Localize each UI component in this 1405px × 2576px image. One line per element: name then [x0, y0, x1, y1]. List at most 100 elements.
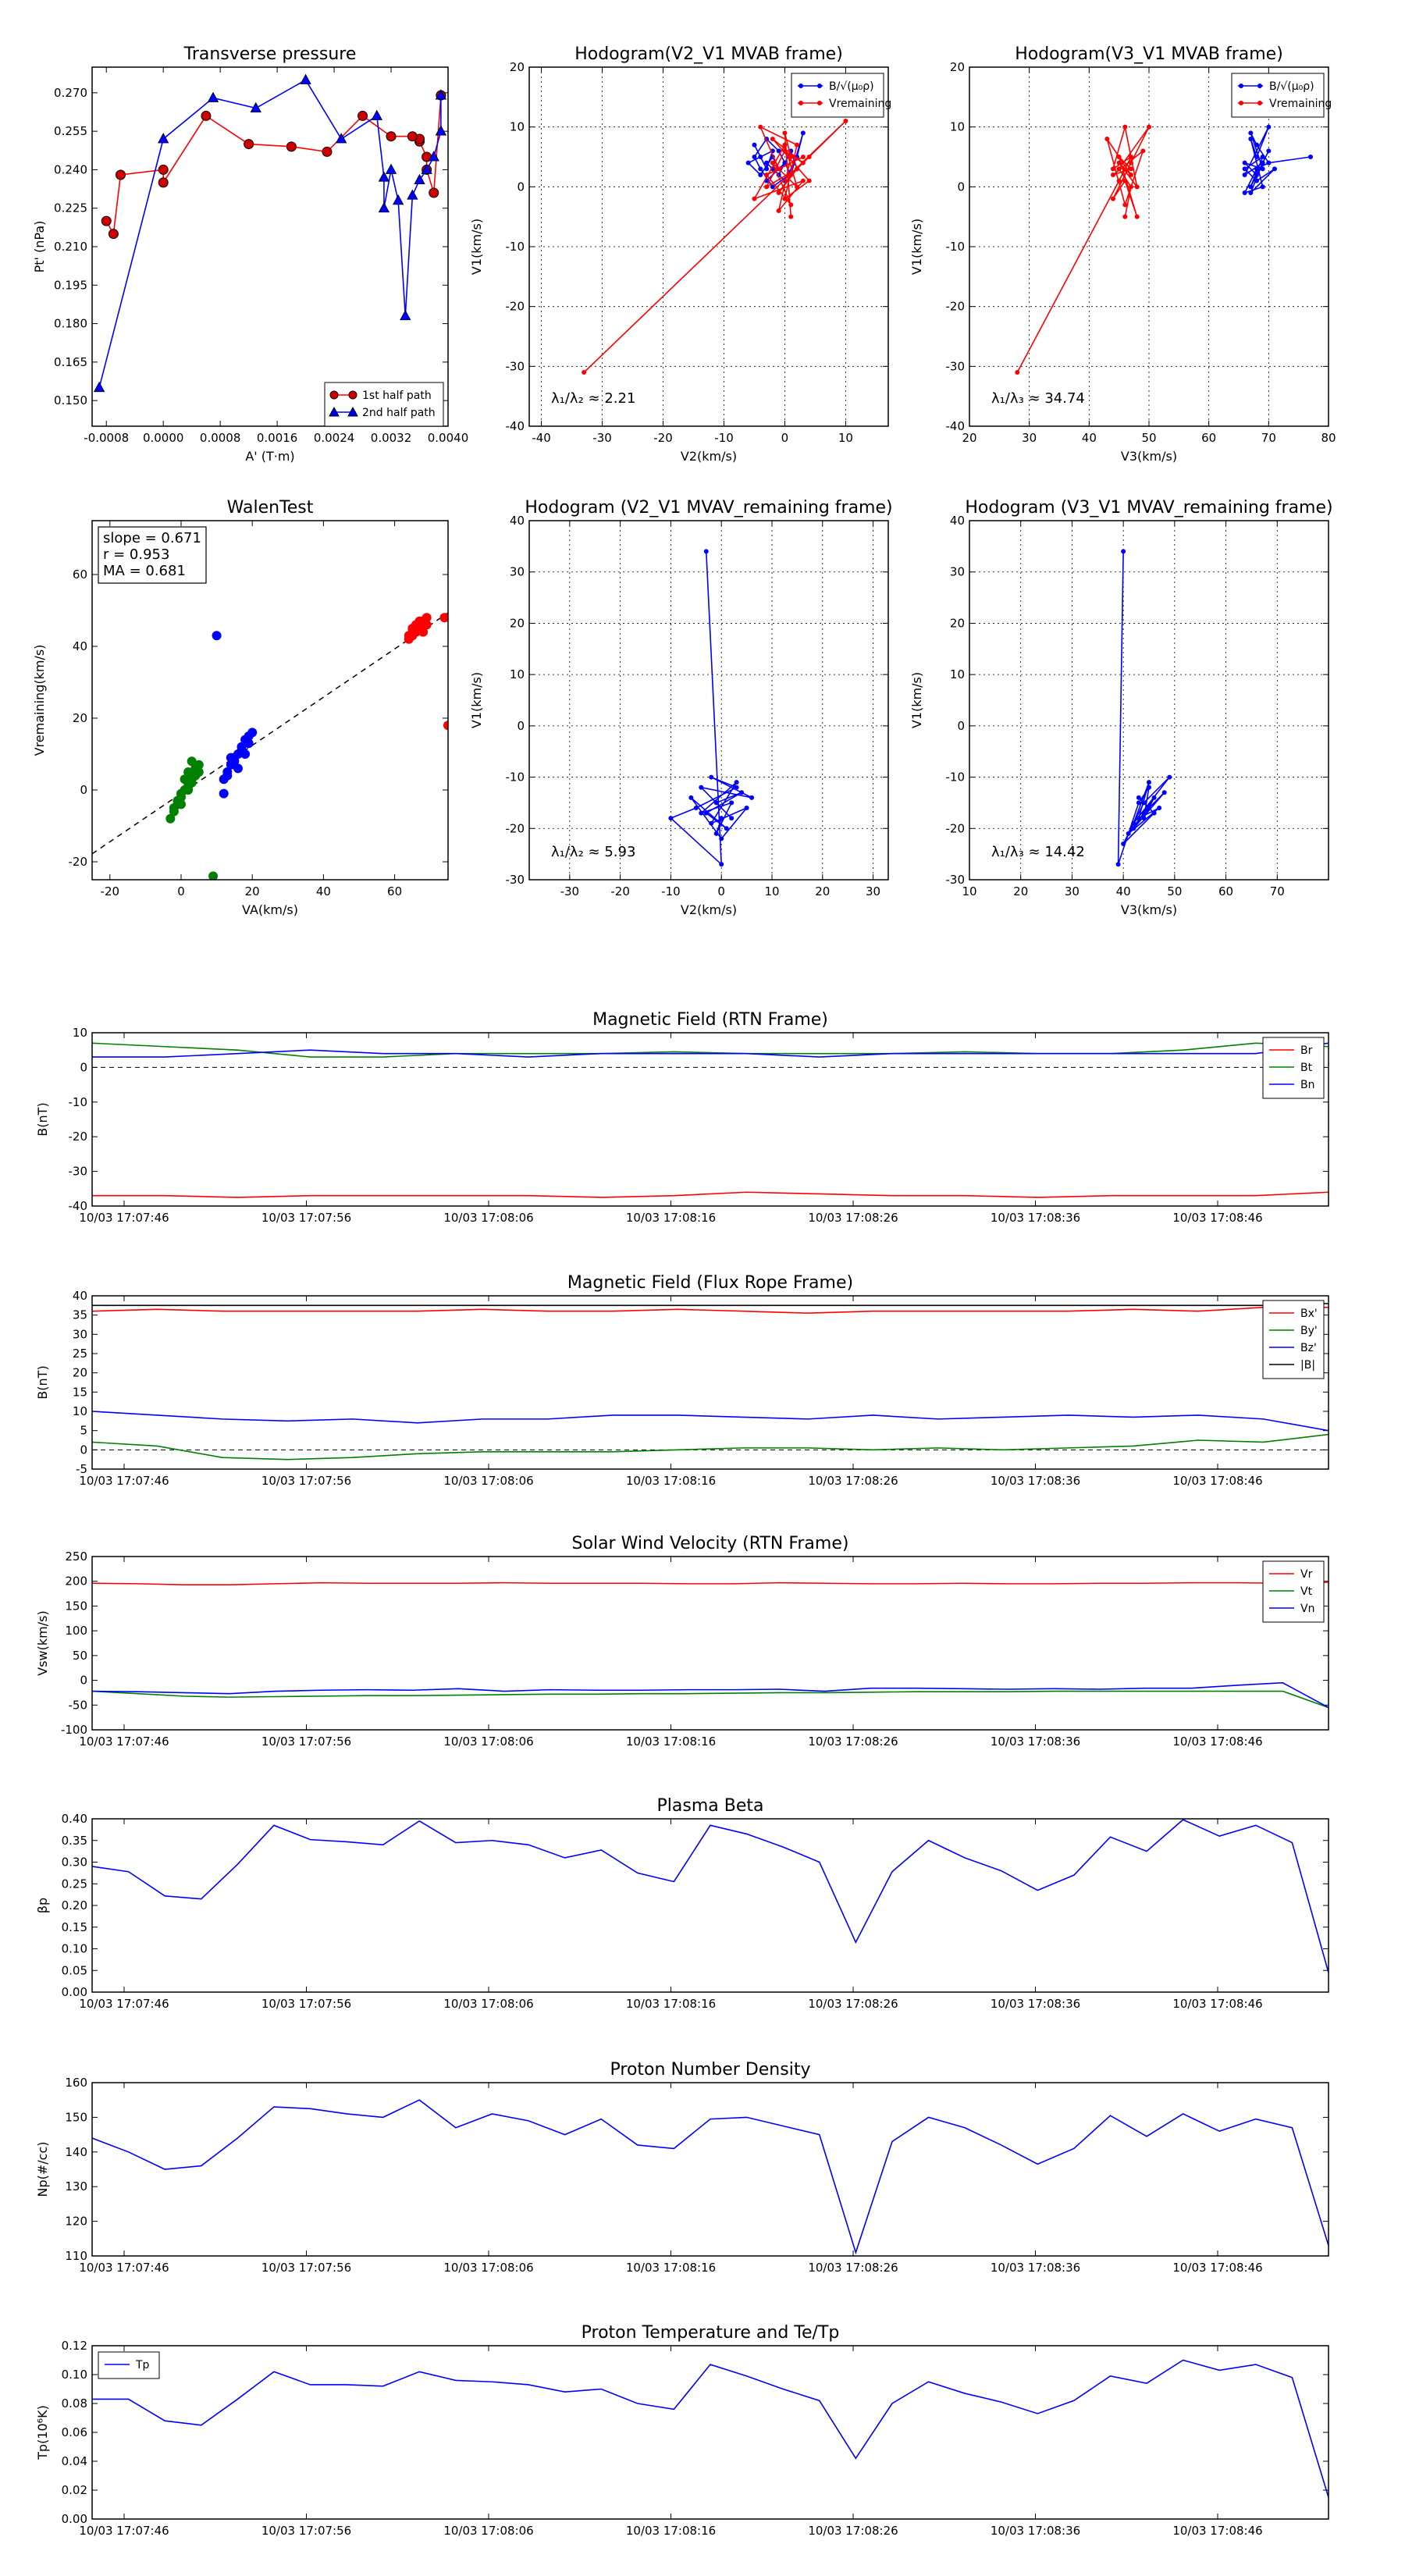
bfield_fr-ytick-label: -5	[76, 1462, 87, 1476]
hodo2-point	[1015, 370, 1020, 375]
walen-stats-box	[98, 526, 207, 584]
pt-xtick-label: 0.0040	[428, 431, 469, 445]
hodo4-point	[1136, 816, 1141, 821]
bfield_fr-time-label: 10/03 17:08:26	[808, 1474, 898, 1488]
hodo1-point	[782, 142, 788, 148]
vsw-ytick-label: 0	[80, 1674, 87, 1688]
pt-ylabel: Pt' (nPa)	[32, 221, 47, 273]
bfield_rtn-legend-label: Bn	[1300, 1079, 1314, 1091]
bfield_fr-series-Bx	[92, 1307, 1329, 1315]
hodo3-point	[734, 785, 739, 790]
walen-point-blue	[219, 788, 229, 799]
pt-point-1st	[429, 187, 439, 198]
vsw-legend-label: Vr	[1300, 1568, 1313, 1581]
walen-point-red	[443, 720, 448, 731]
np-title: Proton Number Density	[610, 2060, 811, 2080]
hodo1-xtick-label: 10	[838, 431, 853, 445]
hodo2-point	[1260, 155, 1265, 159]
walen-ylabel: Vremaining(km/s)	[32, 645, 47, 756]
hodo4-point	[1147, 785, 1151, 790]
hodo2-point	[1242, 173, 1247, 177]
hodo2-point	[1242, 160, 1247, 165]
hodo2-xtick-label: 60	[1201, 431, 1216, 445]
hodo4-eigen-ratio: λ₁/λ₃ ≈ 14.42	[991, 844, 1085, 860]
vsw-ytick-label: 150	[65, 1599, 87, 1613]
walen-point-blue	[212, 631, 222, 641]
hodo2-frame	[969, 66, 1329, 427]
walen-point-red	[422, 620, 432, 630]
beta-ytick-label: 0.00	[62, 1985, 87, 1999]
walen-point-blue	[226, 753, 236, 763]
hodo3-ytick-label: 0	[517, 719, 525, 733]
hodo1-point	[800, 155, 806, 159]
hodo3-point	[693, 806, 699, 810]
hodo2-point	[1248, 190, 1254, 195]
beta-plot-area	[92, 1819, 1329, 1973]
bfield_fr-frame	[91, 1295, 1329, 1470]
bfield_fr-ytick-label: 20	[73, 1366, 87, 1380]
hodo3-ylabel: V1(km/s)	[469, 672, 484, 728]
hodo1-point	[788, 173, 794, 177]
vsw-time-label: 10/03 17:08:26	[808, 1735, 898, 1749]
walen-point-red	[418, 627, 429, 637]
bfield_fr-ytick-label: 25	[73, 1347, 87, 1361]
bfield_rtn-ytick-label: -10	[69, 1095, 88, 1109]
hodo2-point	[1129, 166, 1133, 172]
walen-stat-2: MA = 0.681	[103, 563, 186, 579]
vsw-legend-box	[1262, 1560, 1325, 1623]
hodo1-point	[800, 160, 806, 165]
pt-legend-marker	[329, 406, 340, 417]
walen-point-green	[180, 774, 190, 785]
pt-ytick-label: 0.240	[54, 162, 87, 176]
hodo4-plot-area	[1115, 549, 1172, 867]
pt-point-2nd	[378, 201, 390, 213]
hodo1-point	[776, 190, 781, 195]
hodo1-legend-label: B/√(μ₀ρ)	[829, 80, 874, 93]
hodo2-point	[1266, 160, 1272, 165]
hodo3-xtick-label: -20	[610, 884, 630, 898]
hodo3-panel: Hodogram (V2_V1 MVAV_remaining frame) -30…	[469, 498, 893, 917]
beta-frame	[91, 1818, 1329, 1993]
hodo4-point	[1136, 795, 1141, 800]
bfield_fr-series-Bz	[92, 1411, 1329, 1432]
hodo1-legend-marker	[799, 84, 803, 88]
tp-series-Tp	[92, 2359, 1329, 2498]
bfield_fr-time-label: 10/03 17:08:36	[991, 1474, 1080, 1488]
hodo1-eigen-ratio: λ₁/λ₂ ≈ 2.21	[551, 390, 635, 407]
hodo2-xtick-label: 30	[1022, 431, 1037, 445]
hodo2-point	[1254, 155, 1259, 159]
pt-series-2ndhalfpath	[98, 79, 442, 388]
hodo3-ytick-label: -30	[506, 873, 525, 887]
hodo1-point	[752, 142, 757, 148]
tp-time-label: 10/03 17:08:36	[991, 2524, 1080, 2538]
hodo2-point	[1122, 124, 1128, 130]
hodo3-point	[744, 806, 749, 810]
bfield_rtn-plot-area	[92, 1042, 1329, 1198]
hodo3-point	[703, 549, 709, 554]
hodo2-legend-marker	[1257, 101, 1262, 105]
vsw-plot-area	[92, 1582, 1329, 1709]
np-time-label: 10/03 17:07:56	[261, 2261, 351, 2275]
hodo1-point	[782, 148, 788, 154]
walen-point-green	[183, 767, 194, 777]
hodo3-xtick-label: -10	[661, 884, 681, 898]
bfield_fr-time-label: 10/03 17:07:46	[79, 1474, 169, 1488]
hodo1-point	[806, 155, 812, 159]
pt-point-2nd	[158, 133, 169, 144]
np-frame	[91, 2082, 1329, 2257]
pt-panel: Transverse pressure 0.150 0.165 0.180 0.195 0…	[32, 44, 468, 464]
pt-plot-area	[93, 73, 447, 393]
bfield_fr-ytick-label: 35	[73, 1308, 87, 1322]
pt-point-2nd	[435, 89, 447, 100]
walen-ytick-label: -20	[69, 855, 88, 869]
hodo1-point	[806, 178, 812, 183]
tp-legend-box	[98, 2351, 160, 2379]
pt-point-2nd	[378, 171, 390, 182]
hodo4-point	[1141, 810, 1147, 816]
bfield_fr-ytick-label: 10	[73, 1404, 87, 1418]
bfield_fr-ytick-label: 15	[73, 1385, 87, 1399]
walen-point-green	[194, 760, 204, 770]
walen-fit-line	[92, 612, 448, 855]
pt-point-1st	[108, 229, 119, 240]
walen-panel: WalenTest -20 0 20 40 60 -20 0 20 40 60 VA(km/s) Vre…	[32, 498, 449, 917]
